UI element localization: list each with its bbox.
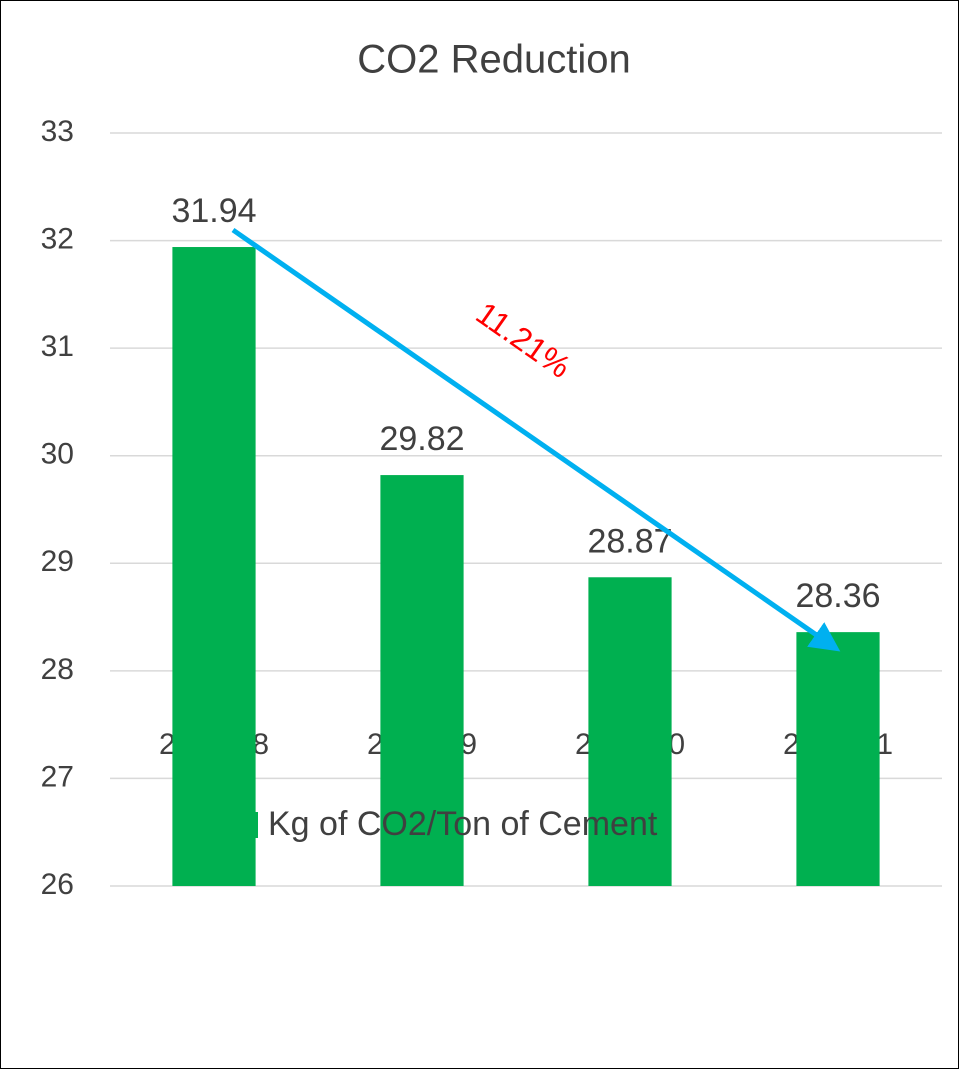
trend-arrow xyxy=(231,227,841,652)
bar xyxy=(796,632,880,886)
y-tick-label: 32 xyxy=(41,222,74,255)
y-tick-label: 30 xyxy=(41,438,74,471)
y-tick-label: 26 xyxy=(41,868,74,901)
chart-title: CO2 Reduction xyxy=(357,38,630,82)
data-label: 28.36 xyxy=(795,577,880,615)
y-tick-label: 27 xyxy=(41,760,74,793)
bar xyxy=(588,577,672,886)
legend-label: Kg of CO2/Ton of Cement xyxy=(268,805,658,843)
y-tick-label: 31 xyxy=(41,330,74,363)
bar xyxy=(380,475,464,886)
y-tick-label: 33 xyxy=(41,115,74,148)
legend-swatch xyxy=(232,812,258,838)
bar xyxy=(172,247,256,887)
data-label: 28.87 xyxy=(587,522,672,560)
data-label: 31.94 xyxy=(171,192,256,230)
data-label: 29.82 xyxy=(379,420,464,458)
y-tick-label: 28 xyxy=(41,653,74,686)
y-tick-label: 29 xyxy=(41,545,74,578)
